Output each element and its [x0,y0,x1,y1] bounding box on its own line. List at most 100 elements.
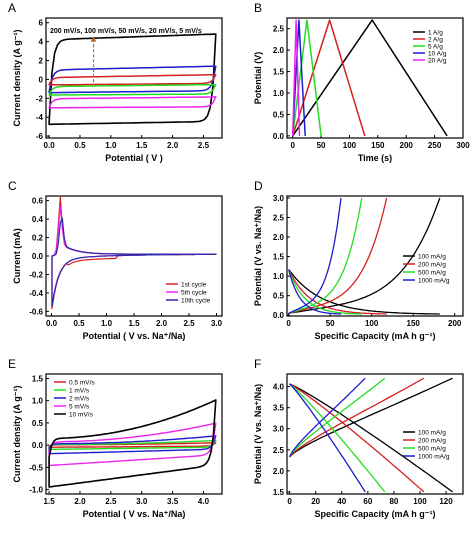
plot-area [289,377,453,493]
legend-label: 1000 mA/g [418,453,450,460]
y-tick-label: 4 [39,38,44,47]
plot-area [288,197,441,315]
x-tick-label: 2.5 [105,497,117,506]
y-tick-label: 2.5 [273,213,285,222]
gcd-curve [291,19,301,136]
x-tick-label: 40 [337,497,346,506]
y-tick-label: -0.5 [29,463,43,472]
panel-label: A [8,1,16,15]
x-tick-label: 0 [286,319,291,328]
plot-area [48,33,217,126]
plot-frame [45,373,223,495]
y-tick-label: 0.5 [273,292,285,301]
x-tick-label: 0.0 [44,141,56,150]
panel-b: B 0 50 100 150 200 250 300 0.0 0.5 1.0 1.5 2.0 2.5 Tim… [253,1,470,163]
plot-area [51,196,217,310]
x-axis-label: Potential ( V ) [105,153,163,163]
x-tick-label: 1.5 [128,319,140,328]
gcd-curve [291,19,306,136]
x-tick-label: 120 [439,497,453,506]
legend-label: 100 mA/g [418,429,446,436]
x-tick-label: 100 [343,141,357,150]
discharge-curve [288,269,362,315]
discharge-curve [288,269,341,315]
gcd-curve [292,19,448,137]
plot-frame [286,17,464,139]
legend-label: 2 A/g [428,36,443,43]
y-tick-label: 0.5 [32,419,44,428]
y-tick-label: 2.5 [273,446,285,455]
y-tick-label: 0.0 [273,132,285,141]
panel-a: A 0.0 0.5 1.0 1.5 2.0 2.5 -6 -4 -2 0 2 4 6 Potential (… [8,1,223,163]
y-tick-label: 3.0 [273,425,285,434]
y-tick-label: 2 [39,57,44,66]
y-tick-label: 0.5 [273,110,285,119]
plot-area [48,399,217,488]
y-tick-label: -6 [36,132,44,141]
y-tick-label: 3.0 [273,194,285,203]
x-axis-label: Specific Capacity (mA h g⁻¹) [315,331,436,341]
y-tick-label: 0.0 [32,441,44,450]
gcd-curve [291,19,366,137]
y-tick-label: -2 [36,94,44,103]
y-tick-label: 0 [39,75,44,84]
y-axis-label: Potential (V) [253,52,263,105]
charge-curve [288,197,363,314]
x-tick-label: 1.0 [101,319,113,328]
y-tick-label: 2.0 [273,233,285,242]
y-tick-label: 2.0 [273,467,285,476]
plot-frame [286,195,464,317]
legend-label: 1 A/g [428,29,443,36]
x-tick-label: 3.0 [136,497,148,506]
legend-label: 5 A/g [428,43,443,50]
x-tick-label: 150 [371,141,385,150]
y-tick-label: 1.5 [32,374,44,383]
x-axis-label: Potential ( V vs. Na⁺/Na) [83,509,186,519]
x-axis-label: Time (s) [358,153,392,163]
x-tick-label: 100 [413,497,427,506]
x-tick-label: 80 [389,497,398,506]
x-tick-label: 2.5 [183,319,195,328]
x-tick-label: 0.0 [46,319,58,328]
x-tick-label: 0 [287,497,292,506]
plot-frame [286,373,464,495]
x-tick-label: 50 [317,141,326,150]
x-tick-label: 20 [311,497,320,506]
charge-curve [289,377,453,458]
panel-label: F [254,357,261,371]
legend-label: 10 A/g [428,50,447,57]
gcd-curve [291,19,322,136]
legend-label: 500 mA/g [418,269,446,276]
x-tick-label: 1.0 [105,141,117,150]
discharge-curve [289,383,366,493]
legend-label: 0.5 mV/s [69,379,95,386]
x-axis-label: Specific Capacity (mA h g⁻¹) [315,509,436,519]
legend-label: 1000 mA/g [418,277,450,284]
y-tick-label: 1.0 [273,272,285,281]
cv-loop [48,65,217,94]
y-axis-label: Potential (V vs. Na⁺/Na) [253,206,263,306]
arrow-head-icon [90,36,97,42]
x-axis-label: Potential ( V vs. Na⁺/Na) [83,331,186,341]
y-tick-label: 1.5 [273,68,285,77]
legend-label: 200 mA/g [418,437,446,444]
panel-label: D [254,179,263,193]
y-tick-label: 3.5 [273,404,285,413]
legend-label: 2 mV/s [69,395,90,402]
discharge-curve [289,383,453,493]
panel-f: F 0 20 40 60 80 100 120 1.5 2.0 2.5 3.0 3.5 4.0 Specif… [253,357,464,519]
x-tick-label: 1.5 [44,497,56,506]
x-tick-label: 250 [428,141,442,150]
y-tick-label: 4.0 [273,383,285,392]
y-tick-label: 0.0 [273,311,285,320]
y-tick-label: 0.4 [32,215,44,224]
charge-curve [289,377,366,458]
x-tick-label: 300 [456,141,470,150]
discharge-curve [289,383,386,493]
charge-curve [288,197,388,314]
y-tick-label: 1.0 [32,397,44,406]
legend-label: 100 mA/g [418,253,446,260]
cv-loop [48,96,217,109]
x-tick-label: 50 [326,319,335,328]
